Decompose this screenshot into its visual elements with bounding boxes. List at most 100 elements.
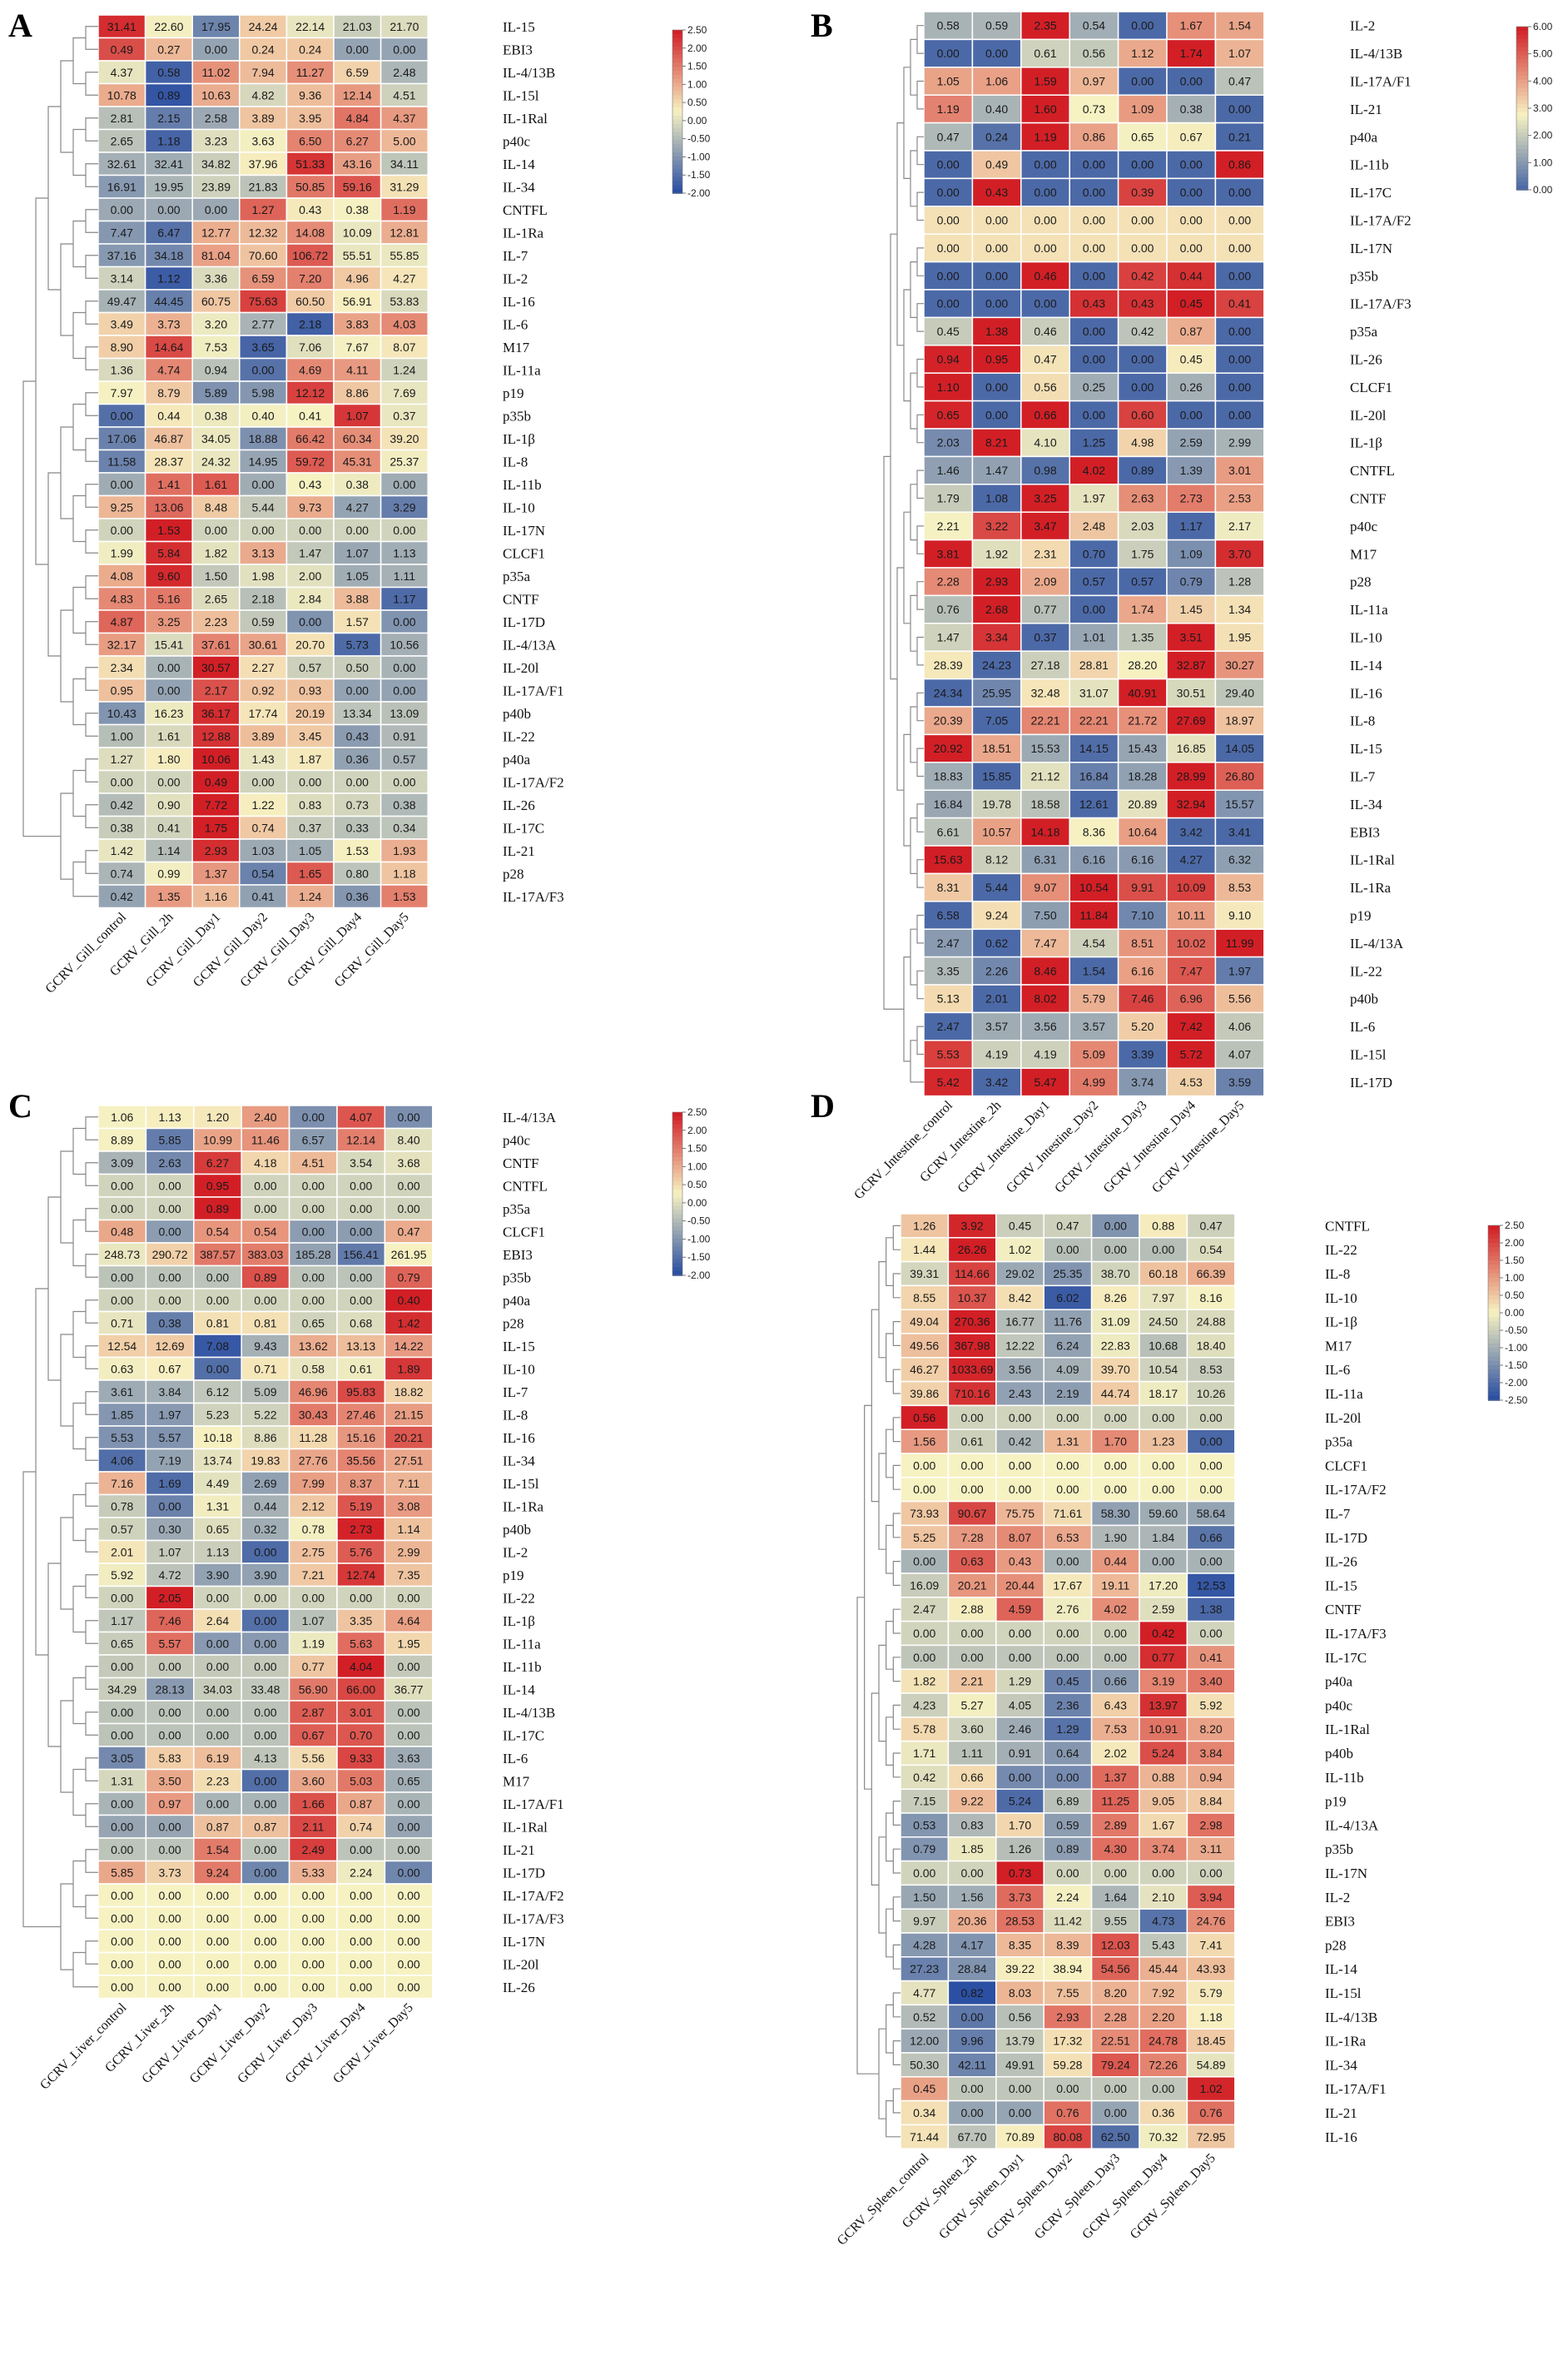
heatmap-cell bbox=[384, 1448, 434, 1473]
heatmap-cell bbox=[241, 1654, 290, 1679]
heatmap-cell bbox=[1020, 762, 1070, 791]
cell-value: 15.16 bbox=[346, 1431, 375, 1444]
cell-value: 0.74 bbox=[350, 1820, 372, 1833]
cell-value: 39.22 bbox=[1005, 1962, 1035, 1975]
cell-value: 0.00 bbox=[937, 269, 960, 282]
cell-value: 13.62 bbox=[299, 1339, 328, 1353]
heatmap-cell bbox=[1166, 623, 1217, 652]
row-label: IL-15 bbox=[1350, 741, 1382, 757]
heatmap-cell bbox=[1214, 345, 1265, 374]
heatmap-cell bbox=[1069, 428, 1119, 458]
heatmap-cell bbox=[97, 289, 146, 314]
heatmap-cell bbox=[239, 586, 288, 611]
cell-value: 383.03 bbox=[247, 1248, 283, 1261]
legend-tick-label: 5.00 bbox=[1533, 48, 1553, 60]
heatmap-cell bbox=[923, 789, 974, 819]
legend-swatch bbox=[672, 1149, 682, 1154]
row-label: IL-10 bbox=[1350, 630, 1382, 646]
cell-value: 3.63 bbox=[251, 134, 274, 147]
heatmap-cell bbox=[333, 701, 382, 726]
cell-value: 2.99 bbox=[397, 1545, 419, 1558]
cell-value: 0.00 bbox=[350, 1225, 372, 1238]
cell-value: 27.76 bbox=[299, 1453, 328, 1467]
cell-value: 0.66 bbox=[1034, 408, 1056, 421]
heatmap-cell bbox=[285, 60, 335, 85]
cell-value: 31.41 bbox=[107, 20, 136, 33]
cell-value: 10.37 bbox=[958, 1291, 987, 1304]
heatmap-cell bbox=[947, 1404, 997, 1430]
cell-value: 29.02 bbox=[1005, 1267, 1035, 1280]
cell-value: 0.42 bbox=[913, 1771, 935, 1784]
heatmap-cell bbox=[1020, 150, 1070, 180]
cell-value: 0.00 bbox=[158, 1202, 181, 1215]
heatmap-cell bbox=[380, 494, 429, 519]
cell-value: 5.27 bbox=[960, 1698, 983, 1712]
cell-value: 10.43 bbox=[107, 707, 136, 720]
row-label: p19 bbox=[1350, 908, 1372, 924]
cell-value: 0.81 bbox=[206, 1316, 229, 1329]
cell-value: 14.95 bbox=[249, 455, 278, 468]
cell-value: 4.03 bbox=[393, 317, 415, 330]
row-label: p40b bbox=[1325, 1746, 1353, 1761]
heatmap-cell bbox=[97, 1105, 147, 1130]
heatmap-cell bbox=[191, 152, 241, 176]
cell-value: 0.65 bbox=[1131, 130, 1154, 143]
cell-value: 0.38 bbox=[393, 798, 415, 812]
cell-value: 8.36 bbox=[1083, 825, 1105, 838]
cell-value: 12.61 bbox=[1079, 797, 1109, 811]
cell-value: 0.43 bbox=[1131, 297, 1154, 311]
cell-value: 25.37 bbox=[390, 455, 419, 468]
cell-value: 71.44 bbox=[910, 2130, 939, 2144]
heatmap-cell bbox=[995, 2076, 1045, 2102]
cell-value: 0.00 bbox=[1228, 269, 1251, 282]
cell-value: 0.92 bbox=[251, 683, 274, 697]
cell-value: 0.00 bbox=[111, 1820, 133, 1833]
heatmap-cell bbox=[1186, 1213, 1236, 1239]
heatmap-cell bbox=[900, 1380, 950, 1407]
cell-value: 1.89 bbox=[397, 1362, 419, 1375]
cell-value: 0.42 bbox=[111, 798, 133, 812]
cell-value: 0.62 bbox=[985, 937, 1008, 950]
heatmap-cell bbox=[191, 426, 241, 451]
cell-value: 1.13 bbox=[158, 1110, 181, 1124]
cell-value: 13.79 bbox=[1005, 2035, 1035, 2048]
cell-value: 22.14 bbox=[295, 20, 325, 33]
cell-value: 0.00 bbox=[158, 1820, 181, 1833]
row-label: IL-22 bbox=[503, 728, 535, 744]
cell-value: 2.26 bbox=[985, 964, 1008, 977]
cell-value: 0.00 bbox=[254, 1797, 276, 1811]
heatmap-cell bbox=[145, 1242, 195, 1267]
row-label: IL-17A/F2 bbox=[503, 774, 564, 790]
cell-value: 11.58 bbox=[107, 455, 136, 468]
cell-value: 3.34 bbox=[985, 631, 1008, 644]
cell-value: 46.96 bbox=[299, 1385, 328, 1399]
heatmap-cell bbox=[900, 1213, 950, 1239]
cell-value: 20.92 bbox=[934, 742, 963, 755]
cell-value: 26.26 bbox=[958, 1243, 987, 1256]
heatmap-cell bbox=[239, 380, 288, 405]
cell-value: 4.37 bbox=[393, 112, 415, 125]
cell-value: 7.21 bbox=[302, 1568, 325, 1582]
cell-value: 0.43 bbox=[299, 203, 321, 216]
heatmap-cell bbox=[241, 1814, 290, 1839]
heatmap-cell bbox=[995, 1717, 1045, 1742]
cell-value: 0.00 bbox=[254, 1179, 276, 1192]
cell-value: 8.35 bbox=[1009, 1938, 1031, 1951]
cell-value: 0.87 bbox=[350, 1797, 372, 1811]
heatmap-cell bbox=[145, 1608, 195, 1633]
legend-swatch bbox=[1488, 1391, 1500, 1397]
heatmap-cell bbox=[145, 1929, 195, 1954]
cell-value: 6.50 bbox=[299, 134, 321, 147]
heatmap-cell bbox=[380, 861, 429, 886]
cell-value: 0.00 bbox=[158, 1294, 181, 1307]
heatmap-cell bbox=[380, 586, 429, 611]
heatmap-cell bbox=[1020, 567, 1070, 597]
legend-swatch bbox=[1516, 83, 1528, 89]
heatmap-cell bbox=[1166, 428, 1217, 458]
cell-value: 0.67 bbox=[302, 1728, 325, 1741]
heatmap-cell bbox=[145, 1631, 195, 1656]
cell-value: 0.00 bbox=[1199, 1627, 1222, 1640]
cell-value: 0.98 bbox=[1034, 464, 1056, 477]
cell-value: 10.54 bbox=[1079, 881, 1109, 894]
heatmap-cell bbox=[1139, 1548, 1188, 1574]
